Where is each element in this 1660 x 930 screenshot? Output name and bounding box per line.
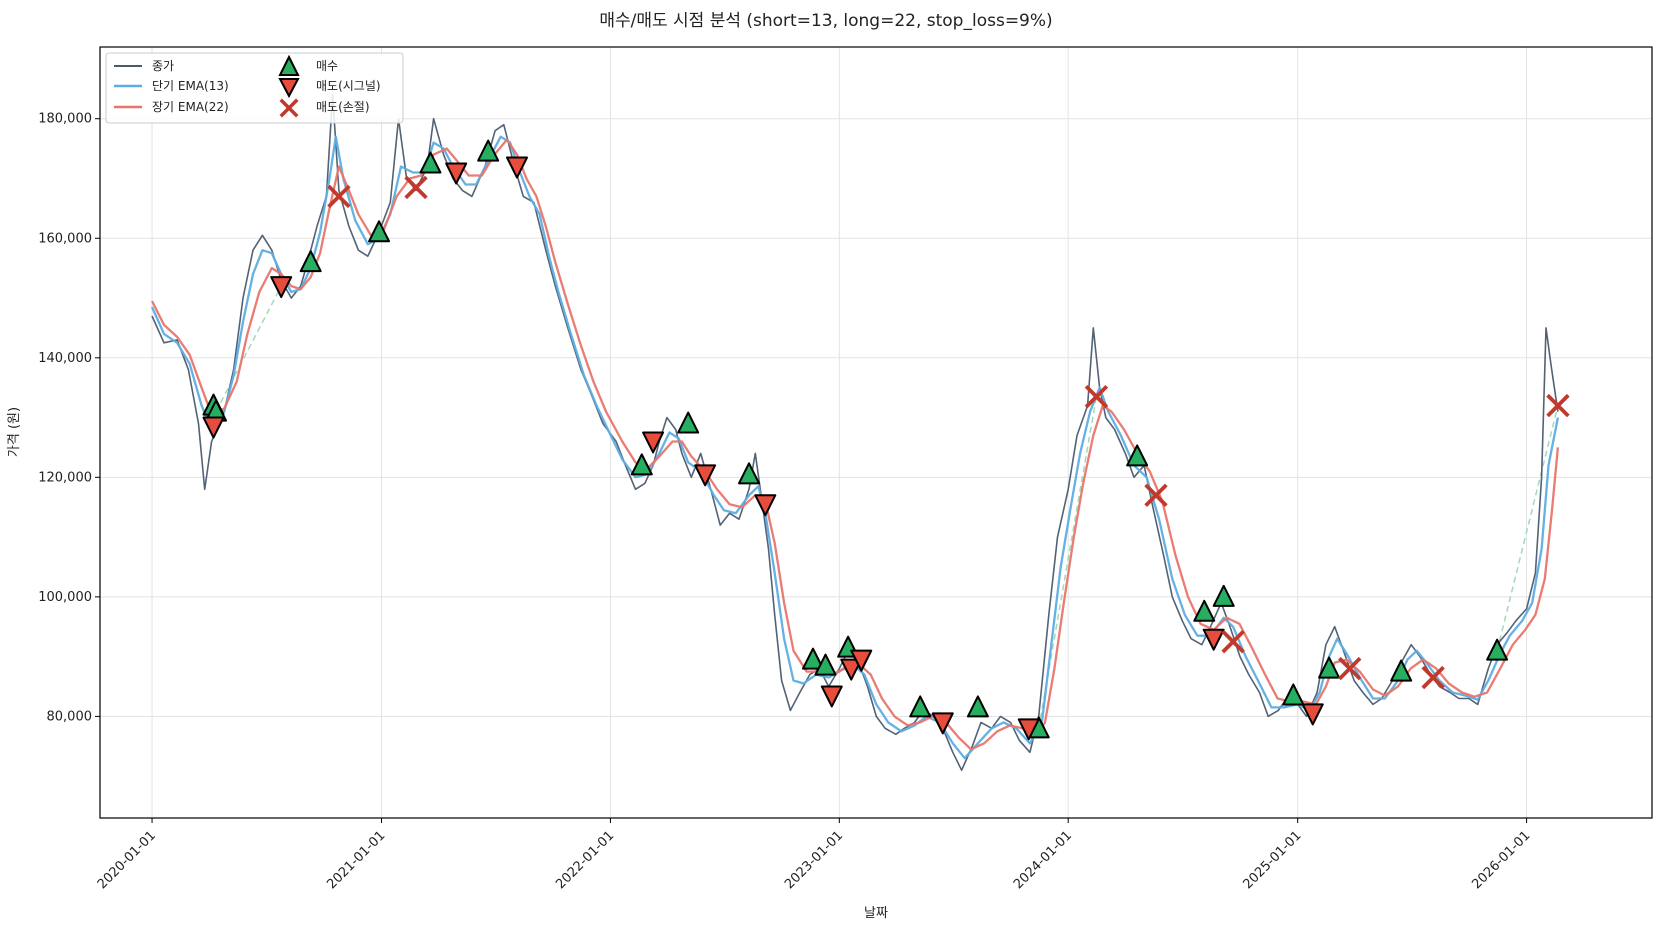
- sell-signal-marker: [445, 162, 468, 185]
- trade-link-line: [1037, 396, 1098, 729]
- sell-stop-marker: [1221, 629, 1245, 654]
- y-tick-label: 160,000: [38, 231, 92, 246]
- buy-marker: [477, 139, 500, 162]
- legend-swatch-sell-stop: [279, 98, 299, 118]
- x-tick-label: 2025-01-01: [1240, 828, 1304, 892]
- sell-signal-marker: [1301, 703, 1324, 726]
- sell-signal-marker: [850, 649, 873, 672]
- y-tick-label: 100,000: [38, 590, 92, 605]
- legend-label-sell-signal: 매도(시그널): [316, 79, 381, 93]
- buy-marker: [1126, 444, 1149, 467]
- trade-links: [215, 285, 1559, 729]
- sell-stop-marker: [1144, 483, 1168, 507]
- y-tick-label: 80,000: [47, 709, 93, 724]
- x-tick-label: 2022-01-01: [553, 828, 617, 892]
- grid: [100, 47, 1652, 818]
- trade-link-line: [215, 285, 282, 412]
- x-tick-label: 2024-01-01: [1011, 828, 1075, 892]
- sell-signal-marker: [202, 416, 225, 439]
- buy-marker: [1318, 656, 1341, 679]
- x-tick-label: 2020-01-01: [95, 828, 159, 892]
- buy-marker: [1193, 599, 1216, 622]
- legend: 종가 단기 EMA(13) 장기 EMA(22) 매수 매도(시그널) 매도(손…: [105, 52, 404, 124]
- chart-title: 매수/매도 시점 분석 (short=13, long=22, stop_los…: [599, 11, 1052, 31]
- legend-swatch-sell-signal: [278, 78, 300, 99]
- y-tick-label: 140,000: [38, 351, 92, 366]
- buy-marker: [801, 647, 824, 670]
- sell-stop-marker: [327, 184, 351, 209]
- buy-marker: [966, 695, 989, 718]
- buy-marker: [677, 411, 700, 434]
- sell-signal-marker: [820, 685, 843, 708]
- sell-signal-marker: [694, 464, 717, 487]
- legend-label-ema-short: 단기 EMA(13): [152, 79, 229, 93]
- buy-marker: [368, 220, 391, 243]
- buy-marker: [909, 695, 932, 718]
- legend-swatch-buy: [278, 54, 300, 76]
- buy-marker: [1282, 683, 1305, 706]
- buy-marker: [299, 250, 322, 273]
- sell-stop-marker: [1421, 665, 1445, 690]
- y-tick-label: 120,000: [38, 470, 92, 485]
- buy-marker: [630, 453, 653, 476]
- buy-marker: [814, 653, 837, 676]
- sell-stop-marker: [1546, 393, 1570, 418]
- y-tick-label: 180,000: [38, 112, 92, 127]
- y-axis: 80,000 100,000 120,000 140,000 160,000 180,00…: [38, 112, 100, 724]
- buy-marker: [1486, 638, 1509, 661]
- buy-marker: [738, 462, 761, 485]
- legend-label-sell-stop: 매도(손절): [316, 100, 370, 114]
- x-axis-title: 날짜: [864, 906, 888, 921]
- trade-markers: [202, 139, 1570, 741]
- buy-marker: [1390, 659, 1413, 682]
- y-axis-title: 가격 (원): [7, 407, 22, 457]
- sell-stop-marker: [1338, 656, 1362, 681]
- sell-signal-marker: [506, 156, 529, 179]
- sell-signal-marker: [931, 712, 954, 735]
- x-tick-label: 2026-01-01: [1469, 828, 1533, 892]
- legend-label-ema-long: 장기 EMA(22): [152, 100, 229, 114]
- x-tick-label: 2023-01-01: [782, 828, 846, 892]
- sell-signal-marker: [642, 431, 665, 454]
- buy-marker: [1212, 584, 1235, 607]
- plot-frame: [99, 46, 1653, 819]
- legend-box: [105, 52, 404, 124]
- x-axis: 2020-01-01 2021-01-01 2022-01-01 2023-01-01…: [95, 818, 1533, 892]
- buy-marker: [419, 151, 442, 174]
- sell-signal-marker: [1202, 628, 1225, 651]
- x-tick-label: 2021-01-01: [324, 828, 388, 892]
- sell-signal-marker: [754, 494, 777, 517]
- sell-stop-marker: [404, 175, 428, 200]
- sell-signal-marker: [270, 276, 293, 299]
- sell-stop-marker: [1084, 384, 1109, 409]
- trade-link-line: [1496, 405, 1559, 651]
- legend-label-close: 종가: [152, 59, 174, 73]
- legend-label-buy: 매수: [316, 59, 338, 73]
- sell-signal-marker: [1017, 718, 1040, 741]
- sell-signal-marker: [840, 658, 863, 681]
